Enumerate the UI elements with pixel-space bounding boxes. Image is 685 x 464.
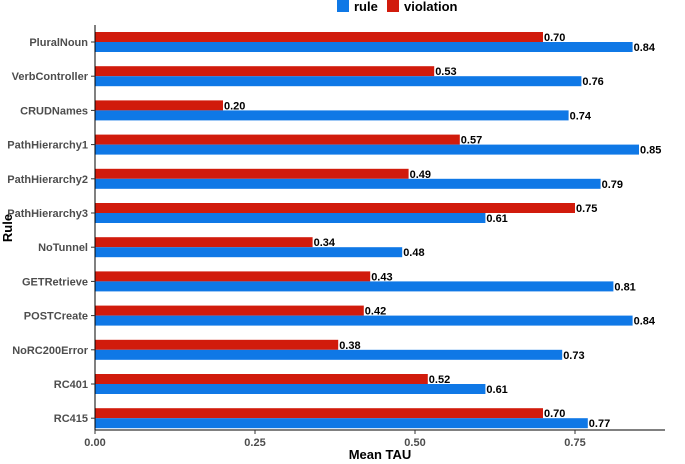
bar-violation-rc401 <box>95 374 428 384</box>
category-label-verbcontroller: VerbController <box>12 71 89 83</box>
bar-violation-notunnel <box>95 237 313 248</box>
bar-violation-pathhierarchy3 <box>95 203 575 213</box>
value-label-rule-pluralnoun: 0.84 <box>634 42 656 54</box>
category-label-postcreate: POSTCreate <box>24 311 88 323</box>
bar-rule-getretrieve <box>95 281 614 292</box>
category-label-pathhierarchy1: PathHierarchy1 <box>7 140 88 152</box>
category-label-rc401: RC401 <box>54 379 88 391</box>
value-label-violation-getretrieve: 0.43 <box>371 271 392 283</box>
bar-rule-pathhierarchy1 <box>95 144 639 155</box>
legend-swatch-violation <box>387 0 399 12</box>
category-label-notunnel: NoTunnel <box>38 242 88 254</box>
bar-rule-pathhierarchy3 <box>95 213 486 223</box>
category-label-norc200error: NoRC200Error <box>12 345 89 357</box>
bar-violation-pathhierarchy1 <box>95 134 460 145</box>
value-label-rule-verbcontroller: 0.76 <box>582 76 603 88</box>
value-label-violation-pluralnoun: 0.70 <box>544 32 565 44</box>
bar-violation-postcreate <box>95 305 364 316</box>
value-label-violation-crudnames: 0.20 <box>224 100 245 112</box>
x-tick-label: 0.75 <box>564 437 585 449</box>
y-axis-title: Rule <box>0 214 15 242</box>
bar-rule-norc200error <box>95 349 563 360</box>
value-label-rule-crudnames: 0.74 <box>570 110 592 122</box>
x-tick-label: 0.50 <box>404 437 425 449</box>
legend: rule violation <box>337 0 458 14</box>
bar-violation-pathhierarchy2 <box>95 168 409 179</box>
bar-violation-getretrieve <box>95 271 371 282</box>
bar-rule-rc401 <box>95 384 486 394</box>
value-label-violation-norc200error: 0.38 <box>339 340 360 352</box>
value-label-violation-pathhierarchy2: 0.49 <box>410 169 431 181</box>
value-label-rule-pathhierarchy2: 0.79 <box>602 179 623 191</box>
legend-swatch-rule <box>337 0 349 12</box>
bar-violation-verbcontroller <box>95 66 435 77</box>
value-label-violation-rc415: 0.70 <box>544 408 565 420</box>
bar-rule-rc415 <box>95 418 588 429</box>
category-label-rc415: RC415 <box>54 413 88 425</box>
legend-label-violation: violation <box>404 0 458 14</box>
bar-rule-postcreate <box>95 315 633 326</box>
bar-rule-verbcontroller <box>95 76 582 87</box>
value-label-rule-rc401: 0.61 <box>486 384 507 396</box>
value-label-rule-postcreate: 0.84 <box>634 316 656 328</box>
value-label-violation-notunnel: 0.34 <box>314 237 336 249</box>
bar-rule-pathhierarchy2 <box>95 178 601 189</box>
value-label-violation-verbcontroller: 0.53 <box>435 66 456 78</box>
x-tick-label: 0.00 <box>84 437 105 449</box>
bar-violation-pluralnoun <box>95 32 543 42</box>
value-label-rule-norc200error: 0.73 <box>563 350 584 362</box>
category-label-pathhierarchy3: PathHierarchy3 <box>7 208 88 220</box>
axes: 0.00 0.25 0.50 0.75 PluralNoun VerbController… <box>7 25 665 449</box>
value-label-violation-rc401: 0.52 <box>429 374 450 386</box>
value-label-violation-pathhierarchy3: 0.75 <box>576 203 597 215</box>
value-label-rule-getretrieve: 0.81 <box>614 281 635 293</box>
category-label-pathhierarchy2: PathHierarchy2 <box>7 174 88 186</box>
category-label-pluralnoun: PluralNoun <box>29 37 88 49</box>
value-label-rule-pathhierarchy1: 0.85 <box>640 145 661 157</box>
value-label-rule-rc415: 0.77 <box>589 418 610 430</box>
bar-violation-crudnames <box>95 100 223 111</box>
bar-rule-crudnames <box>95 110 569 121</box>
value-label-rule-notunnel: 0.48 <box>403 247 424 259</box>
bars: 0.70 0.84 0.53 0.76 0.20 0.74 0.57 0.85 0.49 0.79… <box>95 32 661 430</box>
x-axis-title: Mean TAU <box>349 447 412 462</box>
category-label-getretrieve: GETRetrieve <box>22 276 88 288</box>
bar-violation-norc200error <box>95 339 339 350</box>
bar-violation-rc415 <box>95 408 543 419</box>
legend-label-rule: rule <box>354 0 378 14</box>
x-tick-label: 0.25 <box>244 437 265 449</box>
category-label-crudnames: CRUDNames <box>20 105 88 117</box>
bar-rule-notunnel <box>95 247 403 258</box>
value-label-rule-pathhierarchy3: 0.61 <box>486 213 507 225</box>
value-label-violation-pathhierarchy1: 0.57 <box>461 135 482 147</box>
bar-rule-pluralnoun <box>95 42 633 52</box>
value-label-violation-postcreate: 0.42 <box>365 306 386 318</box>
